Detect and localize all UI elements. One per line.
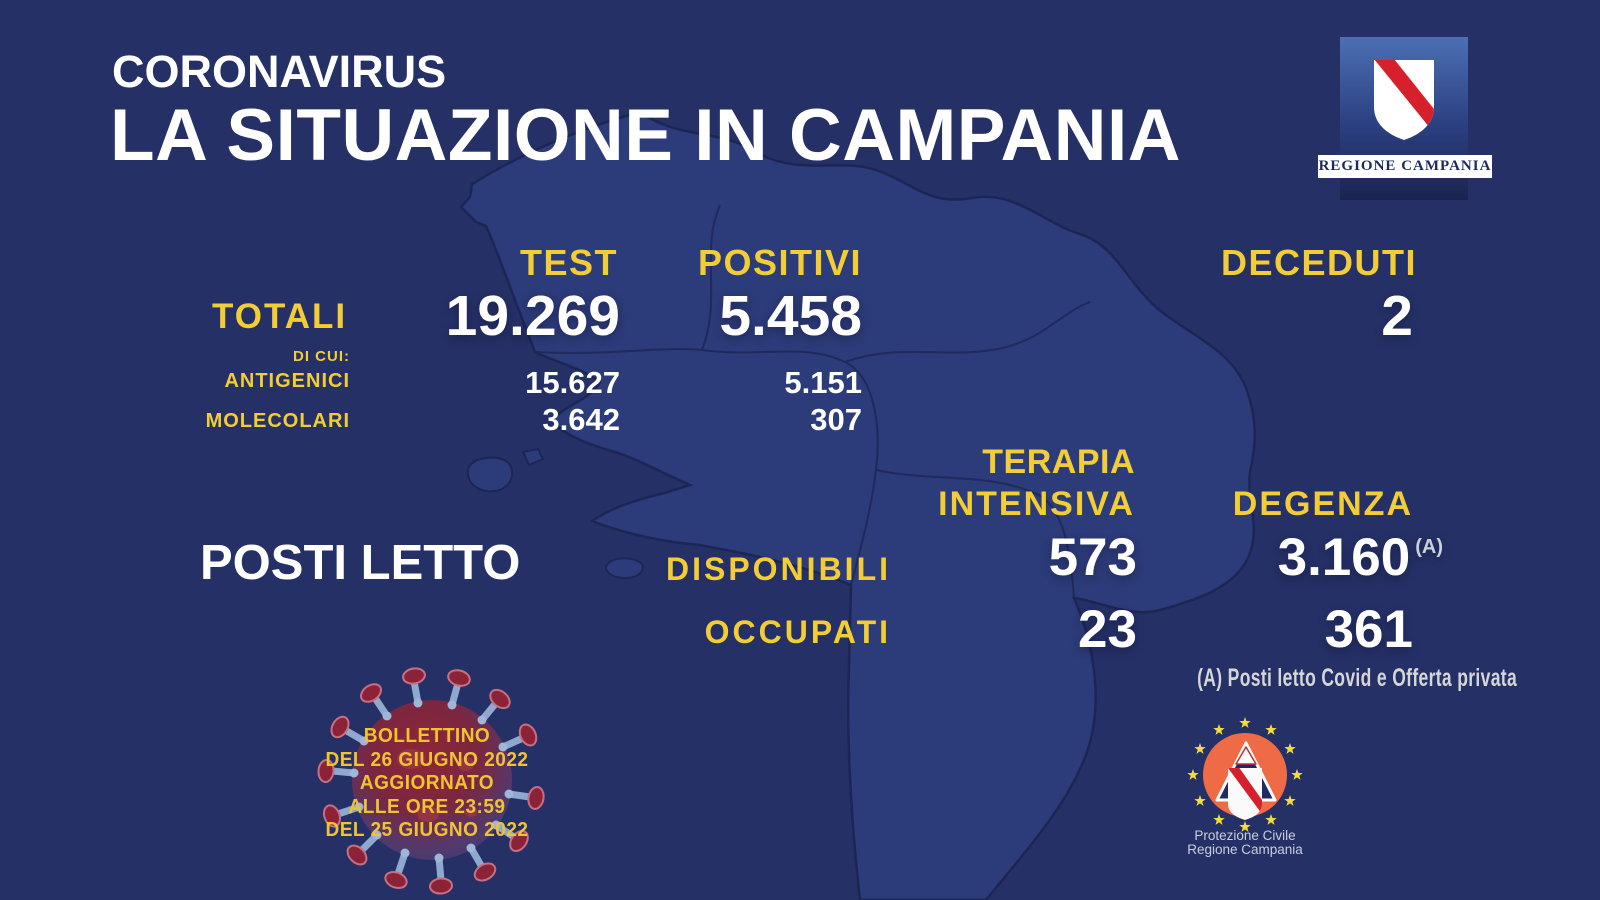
campania-region-shape xyxy=(459,110,1256,900)
protezione-civile-logo xyxy=(1187,717,1303,832)
value-test-antigenici: 15.627 xyxy=(525,365,620,400)
bulletin-line: AGGIORNATO xyxy=(359,771,495,794)
ischia-island xyxy=(466,456,514,493)
bulletin-line: ALLE ORE 23:59 xyxy=(348,794,506,818)
value-positivi-antigenici: 5.151 xyxy=(784,365,862,400)
value-test-totale: 19.269 xyxy=(445,284,620,348)
footnote-posti-letto: (A) Posti letto Covid e Offerta privata xyxy=(1197,664,1517,692)
campania-shield-icon xyxy=(1374,60,1434,140)
value-deceduti-totale: 2 xyxy=(1381,284,1413,348)
province-borders xyxy=(534,204,1091,599)
page-subtitle: LA SITUAZIONE IN CAMPANIA xyxy=(110,95,1181,176)
value-positivi-totale: 5.458 xyxy=(719,284,862,348)
column-header-positivi: POSITIVI xyxy=(697,242,862,283)
virus-icon xyxy=(317,667,545,895)
row-label-disponibili: DISPONIBILI xyxy=(665,551,891,587)
pc-shield xyxy=(1228,768,1262,820)
row-label-molecolari: MOLECOLARI xyxy=(205,410,350,432)
regione-campania-label: REGIONE CAMPANIA xyxy=(1318,158,1492,174)
row-label-antigenici: ANTIGENICI xyxy=(224,370,350,392)
value-degenza-occupati: 361 xyxy=(1324,600,1413,659)
degenza-disponibili-number: 3.160 xyxy=(1277,528,1411,587)
section-title-posti-letto: POSTI LETTO xyxy=(200,536,521,590)
value-test-molecolari: 3.642 xyxy=(542,402,620,437)
value-ti-disponibili: 573 xyxy=(1048,528,1137,587)
pc-flame-emblem xyxy=(1235,746,1257,765)
value-ti-occupati: 23 xyxy=(1078,600,1137,659)
value-degenza-disponibili: 3.160 (A) xyxy=(1278,527,1443,588)
procida-island xyxy=(521,447,545,467)
column-header-deceduti: DECEDUTI xyxy=(1220,242,1417,283)
row-label-totali: TOTALI xyxy=(212,297,348,336)
row-label-occupati: OCCUPATI xyxy=(704,614,891,650)
column-header-test: TEST xyxy=(519,242,618,283)
column-header-degenza: DEGENZA xyxy=(1232,485,1413,523)
bulletin-line: DEL 26 GIUGNO 2022 xyxy=(325,747,529,771)
capri-island xyxy=(604,557,644,580)
row-label-di-cui: DI CUI: xyxy=(293,348,350,365)
bulletin-line: DEL 25 GIUGNO 2022 xyxy=(325,818,529,841)
bulletin-line: BOLLETTINO xyxy=(363,724,491,747)
footnote-ref-a: (A) xyxy=(1415,536,1443,558)
bulletin-text-block: BOLLETTINO DEL 26 GIUGNO 2022 AGGIORNATO… xyxy=(274,724,581,842)
regione-campania-banner: REGIONE CAMPANIA xyxy=(1318,155,1492,178)
page-title: CORONAVIRUS xyxy=(112,46,447,97)
value-positivi-molecolari: 307 xyxy=(810,402,862,437)
column-header-terapia: TERAPIA xyxy=(982,443,1135,481)
column-header-intensiva: INTENSIVA xyxy=(938,485,1135,523)
pc-logo-caption-line1: Protezione Civile xyxy=(1194,828,1296,843)
pc-logo-caption-line2: Regione Campania xyxy=(1187,842,1303,857)
